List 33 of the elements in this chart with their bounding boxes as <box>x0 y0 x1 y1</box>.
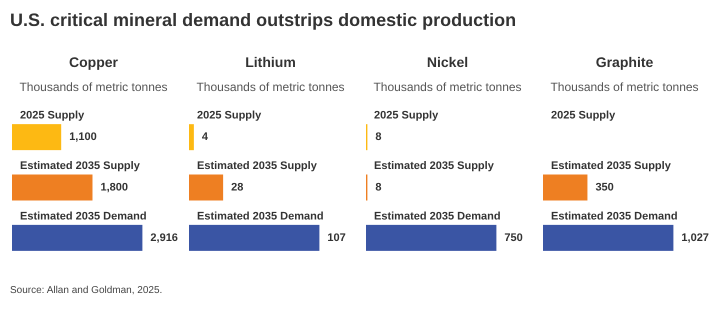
data-label: 1,800 <box>100 182 128 194</box>
data-label: 8 <box>375 131 382 144</box>
data-label: 107 <box>327 232 346 244</box>
data-label: 1,100 <box>69 131 97 144</box>
data-label: 1,027 <box>681 232 709 244</box>
y-tick-label: 2025 Supply <box>20 110 86 122</box>
data-label: 2,916 <box>150 232 178 244</box>
y-tick-label: Estimated 2035 Demand <box>20 210 147 222</box>
y-tick-label: 2025 Supply <box>197 110 262 122</box>
data-label: 350 <box>595 182 614 194</box>
source-note: Source: Allan and Goldman, 2025. <box>10 285 162 296</box>
data-label: 4 <box>202 131 209 144</box>
data-label: 750 <box>504 232 523 244</box>
y-tick-label: 2025 Supply <box>374 110 440 122</box>
y-tick-label: 2025 Supply <box>551 110 616 122</box>
y-tick-label: Estimated 2035 Supply <box>374 160 495 172</box>
chart-subtitle: Thousands of metric tonnes <box>196 80 345 94</box>
chart-title: Graphite <box>596 54 654 70</box>
text: U.S. critical mineral demand outstrips domestic production <box>9 9 518 32</box>
chart-title: Copper <box>69 54 119 70</box>
chart-title: Nickel <box>426 54 468 70</box>
y-tick-label: Estimated 2035 Demand <box>197 210 324 222</box>
y-tick-label: Estimated 2035 Demand <box>374 210 501 222</box>
chart-subtitle: Thousands of metric tonnes <box>19 80 168 94</box>
y-tick-label: Estimated 2035 Demand <box>551 210 678 222</box>
chart-subtitle: Thousands of metric tonnes <box>550 80 699 94</box>
data-label: 28 <box>231 182 244 194</box>
chart-title: Lithium <box>245 54 296 70</box>
chart-subtitle: Thousands of metric tonnes <box>373 80 522 94</box>
y-tick-label: Estimated 2035 Supply <box>197 160 318 172</box>
y-tick-label: Estimated 2035 Supply <box>551 160 672 172</box>
y-tick-label: Estimated 2035 Supply <box>20 160 141 172</box>
data-label: 8 <box>375 182 382 194</box>
